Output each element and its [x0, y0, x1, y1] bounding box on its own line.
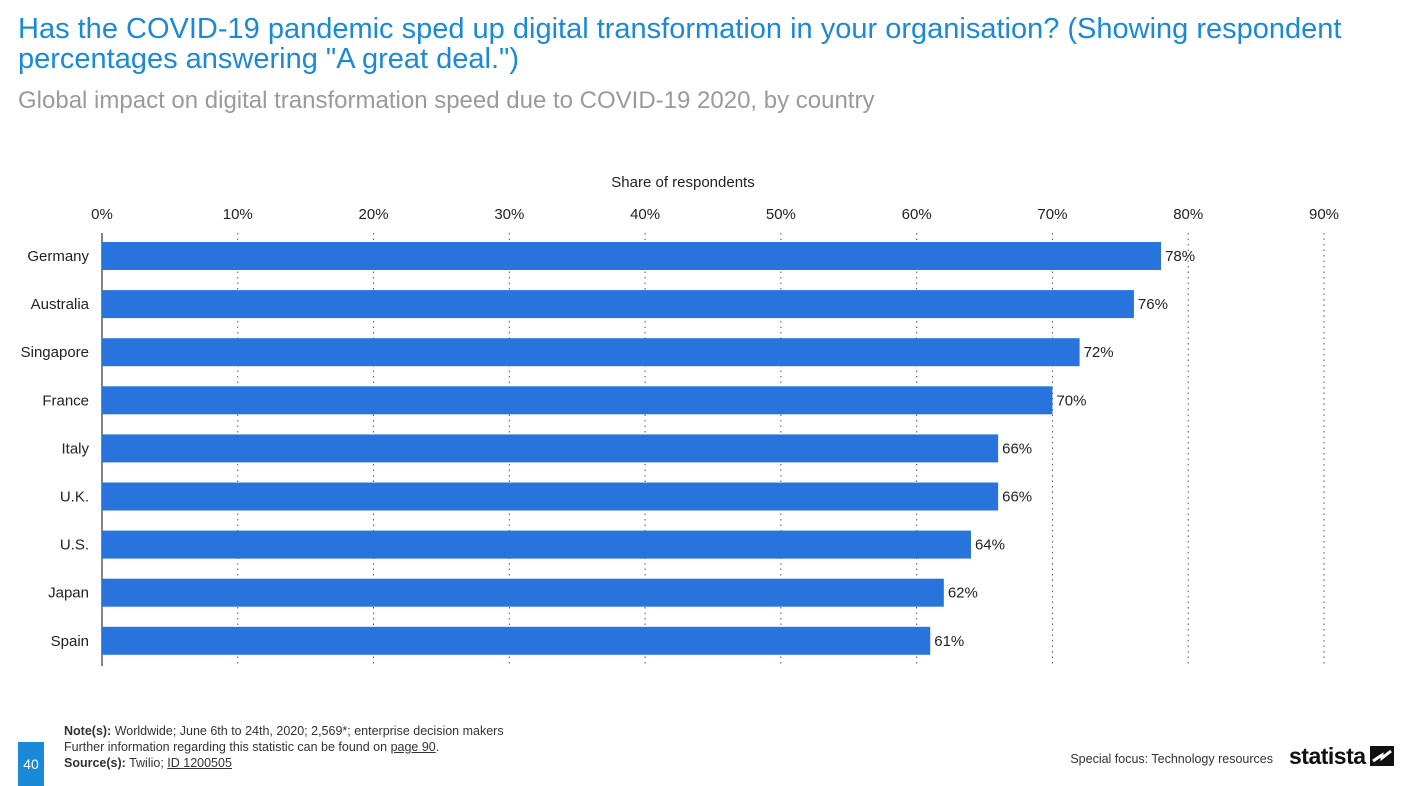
bar — [102, 626, 931, 655]
x-tick-label: 20% — [359, 206, 389, 223]
x-tick-label: 60% — [902, 206, 932, 223]
data-label: 64% — [975, 537, 1005, 554]
footer-notes: Note(s): Worldwide; June 6th to 24th, 20… — [64, 723, 504, 771]
bar — [102, 530, 971, 559]
further-info-end: . — [435, 740, 440, 754]
bar-chart: Share of respondents 0% 10% 20% 30% 40% 50% 60%… — [21, 174, 1339, 666]
special-focus-label: Special focus: Technology resources — [1070, 752, 1273, 766]
category-label: Singapore — [21, 344, 89, 361]
notes-label: Note(s): — [64, 724, 112, 738]
x-tick-label: 80% — [1173, 206, 1203, 223]
statista-logo-icon — [1369, 746, 1394, 766]
category-label: U.S. — [60, 537, 89, 554]
data-label: 78% — [1165, 248, 1195, 265]
bar — [102, 578, 944, 607]
further-info-link[interactable]: page 90 — [390, 740, 436, 754]
data-label: 61% — [934, 633, 964, 650]
x-tick-label: 0% — [91, 206, 113, 223]
category-label: Japan — [48, 585, 89, 602]
data-label: 66% — [1002, 440, 1032, 457]
x-tick-label: 70% — [1037, 206, 1067, 223]
data-label: 76% — [1138, 296, 1168, 313]
category-label: France — [42, 392, 89, 409]
bar — [102, 386, 1053, 415]
further-info-text: Further information regarding this stati… — [64, 740, 391, 754]
chart-title: Has the COVID-19 pandemic sped up digita… — [18, 13, 1342, 75]
x-tick-label: 90% — [1309, 206, 1339, 223]
chart-subtitle: Global impact on digital transformation … — [18, 87, 875, 114]
x-tick-label: 50% — [766, 206, 796, 223]
page-number: 40 — [18, 742, 44, 786]
data-label: 70% — [1056, 392, 1086, 409]
category-label: U.K. — [60, 489, 89, 506]
source-text: Twilio; — [125, 756, 168, 770]
category-label: Spain — [51, 633, 89, 650]
bar — [102, 434, 999, 463]
brand-wordmark: statista — [1289, 742, 1366, 769]
bar — [102, 242, 1162, 270]
notes-text: Worldwide; June 6th to 24th, 2020; 2,569… — [111, 724, 504, 738]
x-tick-label: 30% — [494, 206, 524, 223]
bar — [102, 482, 999, 511]
bar — [102, 290, 1134, 319]
category-label: Italy — [61, 440, 89, 457]
data-label: 66% — [1002, 489, 1032, 506]
data-label: 72% — [1084, 344, 1114, 361]
x-tick-label: 40% — [630, 206, 660, 223]
source-link[interactable]: ID 1200505 — [167, 756, 232, 770]
x-tick-label: 10% — [223, 206, 253, 223]
category-label: Australia — [31, 296, 90, 313]
data-label: 62% — [948, 585, 978, 602]
bar — [102, 338, 1080, 367]
category-label: Germany — [27, 248, 89, 265]
x-axis-title: Share of respondents — [611, 174, 754, 191]
statista-logo: statista — [1289, 741, 1394, 771]
source-label: Source(s): — [64, 756, 126, 770]
